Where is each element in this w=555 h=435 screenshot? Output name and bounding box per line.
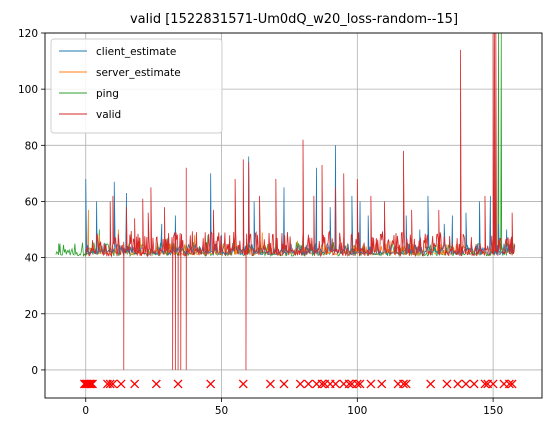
- x-marker: [331, 379, 341, 389]
- x-marker: [426, 379, 436, 389]
- x-tick-label: 50: [215, 405, 228, 417]
- y-tick-label: 40: [25, 253, 38, 265]
- y-tick-label: 120: [18, 28, 38, 40]
- x-marker: [303, 379, 313, 389]
- x-marker: [399, 379, 408, 389]
- x-tick-label: 100: [347, 405, 367, 417]
- x-marker: [88, 379, 97, 389]
- x-marker: [504, 379, 514, 389]
- x-marker: [344, 379, 354, 389]
- x-marker: [108, 379, 118, 389]
- x-marker: [480, 379, 490, 389]
- legend-label-client-estimate: client_estimate: [96, 46, 176, 58]
- x-marker: [116, 379, 126, 389]
- x-marker: [130, 379, 140, 389]
- series-line-client-estimate: [85, 145, 515, 257]
- y-tick-label: 60: [25, 196, 38, 208]
- series-line-valid: [85, 33, 516, 370]
- x-marker: [352, 379, 362, 389]
- x-marker: [238, 379, 248, 389]
- x-marker: [366, 379, 376, 389]
- legend-label-valid: valid: [96, 109, 121, 121]
- x-marker: [453, 379, 463, 389]
- x-marker: [401, 379, 411, 389]
- x-tick-label: 150: [483, 405, 503, 417]
- legend-label-server-estimate: server_estimate: [96, 67, 181, 79]
- x-marker: [469, 379, 479, 389]
- x-marker: [442, 379, 452, 389]
- x-marker: [83, 379, 93, 389]
- loss-markers: [79, 379, 517, 389]
- legend-box: [50, 38, 223, 134]
- plot-frame: [44, 32, 543, 399]
- x-marker: [206, 379, 216, 389]
- axes: 0 50 100 150 0 20 40 60 80 100 120: [18, 28, 543, 417]
- y-tick-label: 80: [25, 140, 38, 152]
- x-marker: [377, 379, 387, 389]
- x-marker: [507, 379, 517, 389]
- y-tick-label: 0: [31, 365, 38, 377]
- x-marker: [151, 379, 161, 389]
- x-marker: [355, 379, 365, 389]
- x-marker: [279, 379, 289, 389]
- x-marker: [265, 379, 275, 389]
- x-marker: [173, 379, 183, 389]
- y-tick-label: 100: [18, 84, 38, 96]
- plot-area: [55, 33, 517, 389]
- x-marker: [105, 379, 115, 389]
- x-marker: [86, 379, 96, 389]
- legend-label-ping: ping: [96, 88, 119, 100]
- y-tick-label: 20: [25, 309, 38, 321]
- x-tick-label: 0: [82, 405, 89, 417]
- x-marker: [461, 379, 471, 389]
- x-marker: [295, 379, 305, 389]
- x-marker: [488, 379, 498, 389]
- x-marker: [317, 379, 327, 389]
- chart-title: valid [1522831571-Um0dQ_w20_loss-random-…: [130, 12, 458, 27]
- x-marker: [85, 379, 95, 389]
